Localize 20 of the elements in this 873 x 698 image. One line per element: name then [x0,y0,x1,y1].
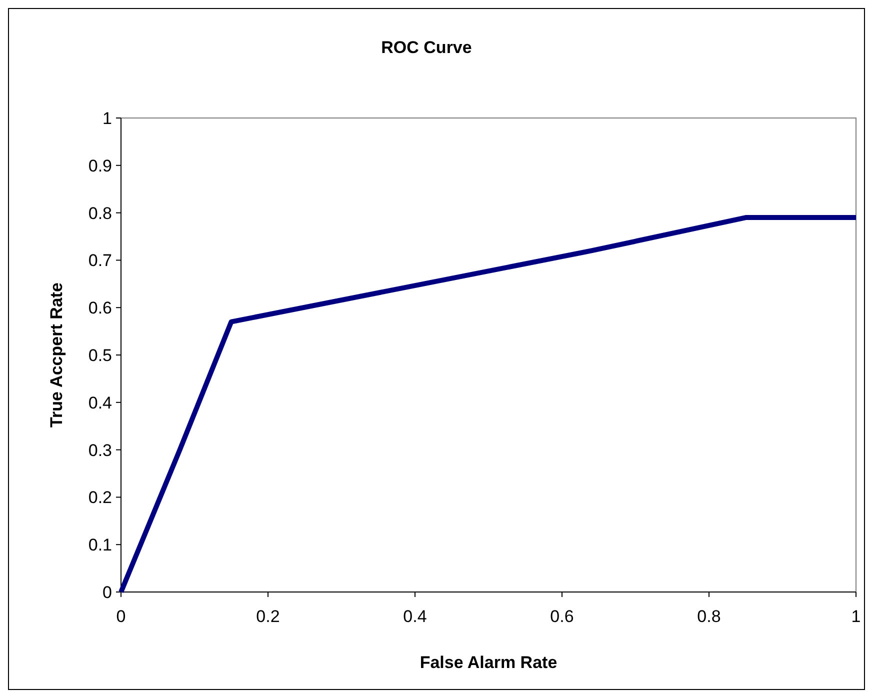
y-axis-title: True Accpert Rate [47,282,66,428]
y-tick-label: 0 [102,582,112,602]
x-tick-label: 0.2 [256,607,280,626]
y-tick-label: 0.4 [88,393,112,412]
y-tick-label: 0.6 [88,298,112,318]
x-tick-label: 0.6 [550,607,574,626]
x-tick-label: 0.4 [403,607,427,626]
y-tick-label: 0.7 [88,251,112,270]
x-tick-label: 0 [116,607,126,626]
x-tick-label: 0.8 [697,607,721,626]
y-tick-label: 0.1 [88,536,112,555]
y-tick-label: 0.9 [88,156,112,176]
y-tick-label: 0.3 [88,440,112,460]
x-axis-title: False Alarm Rate [420,653,558,672]
y-tick-label: 0.5 [88,346,112,365]
x-tick-label: 1 [851,607,861,626]
y-tick-label: 1 [102,108,112,128]
chart-title: ROC Curve [381,38,472,57]
y-tick-label: 0.2 [88,488,112,508]
y-tick-label: 0.8 [88,204,112,223]
